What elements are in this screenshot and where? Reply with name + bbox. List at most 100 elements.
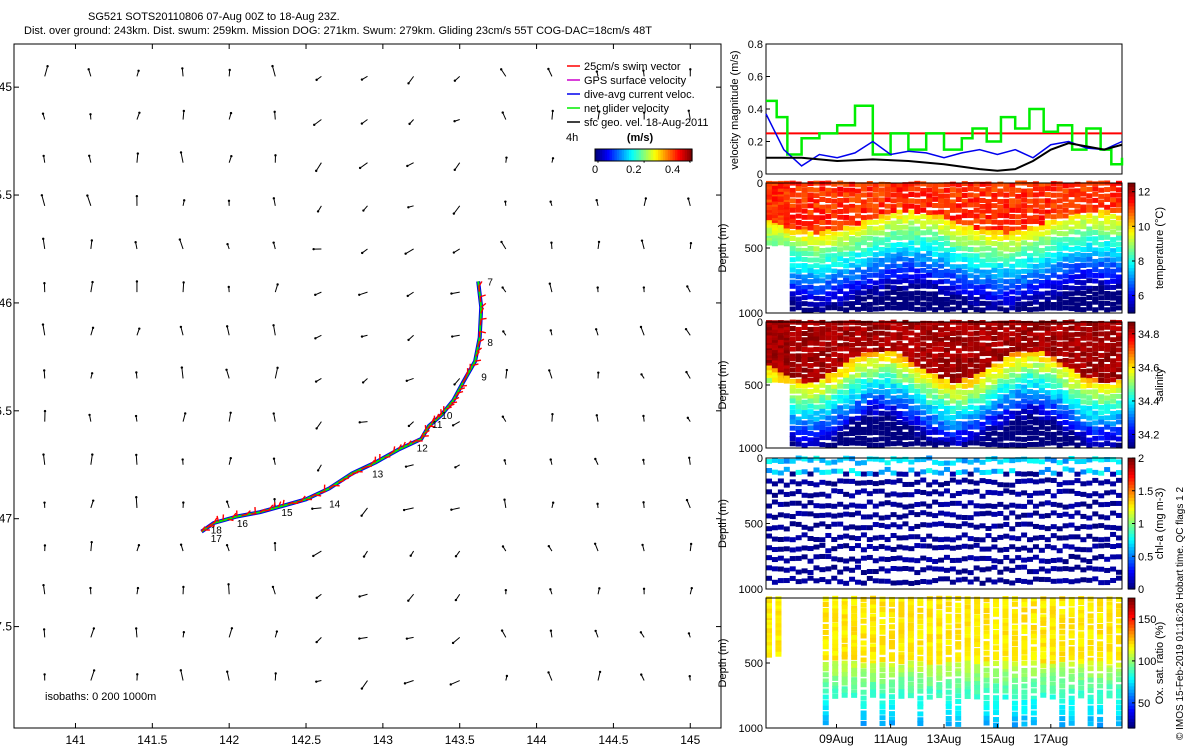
section-datapoint: [932, 196, 939, 202]
section-datapoint: [896, 398, 903, 404]
section-datapoint: [1104, 272, 1111, 278]
section-datapoint: [849, 326, 856, 332]
section-datapoint: [879, 689, 886, 695]
section-datapoint: [991, 490, 998, 496]
section-datapoint: [1074, 237, 1081, 243]
section-datapoint: [1003, 405, 1010, 411]
section-datapoint: [1009, 526, 1016, 532]
section-datapoint: [841, 668, 848, 674]
section-datapoint: [967, 471, 974, 477]
section-datapoint: [872, 182, 879, 188]
sfc-velocity-vector: [180, 326, 184, 336]
section-datapoint: [795, 213, 802, 219]
section-datapoint: [801, 393, 808, 399]
section-datapoint: [967, 382, 974, 388]
track-day-label: 11: [432, 420, 443, 431]
section-datapoint: [926, 373, 933, 379]
section-datapoint: [1080, 557, 1087, 563]
section-datapoint: [926, 283, 933, 289]
section-datapoint: [943, 415, 950, 421]
section-datapoint: [849, 275, 856, 281]
section-datapoint: [932, 368, 939, 374]
section-datapoint: [902, 242, 909, 248]
section-datapoint: [973, 467, 980, 473]
section-datapoint: [973, 230, 980, 236]
sfc-velocity-head: [135, 194, 139, 198]
section-datapoint: [902, 250, 909, 256]
legend-entry: dive-avg current veloc.: [584, 89, 695, 101]
section-datapoint: [849, 332, 856, 338]
section-datapoint: [807, 257, 814, 263]
section-datapoint: [878, 469, 885, 475]
section-datapoint: [1098, 502, 1105, 508]
section-datapoint: [907, 681, 914, 687]
section-datapoint: [964, 664, 971, 670]
section-datapoint: [1032, 235, 1039, 241]
section-datapoint: [1098, 372, 1105, 378]
map-ytick-label: -47.5: [0, 620, 12, 634]
section-datapoint: [991, 511, 998, 517]
section-datapoint: [907, 638, 914, 644]
sfc-velocity-head: [227, 199, 231, 203]
section-datapoint: [1021, 456, 1028, 462]
section-datapoint: [932, 442, 939, 448]
isobaths-label: isobaths: 0 200 1000m: [45, 691, 156, 703]
section-datapoint: [777, 329, 784, 335]
section-datapoint: [854, 182, 861, 188]
sfc-velocity-vector: [43, 585, 46, 595]
section-datapoint: [860, 251, 867, 257]
section-datapoint: [849, 294, 856, 300]
section-datapoint: [819, 394, 826, 400]
section-datapoint: [926, 686, 933, 692]
section-datapoint: [983, 641, 990, 647]
section-datapoint: [902, 504, 909, 510]
section-datapoint: [993, 695, 1000, 701]
section-datapoint: [849, 426, 856, 432]
colorbar-segment: [1128, 183, 1135, 187]
section-datapoint: [766, 526, 772, 532]
section-datapoint: [955, 641, 962, 647]
section-datapoint: [783, 224, 790, 230]
section-datapoint: [920, 368, 927, 374]
velocity-series-line: [765, 113, 1123, 167]
section-datapoint: [938, 241, 945, 247]
section-datapoint: [1003, 246, 1010, 252]
section-datapoint: [890, 347, 897, 353]
section-datapoint: [991, 523, 998, 529]
section-datapoint: [870, 692, 877, 698]
section-datapoint: [1056, 351, 1063, 357]
section-datapoint: [878, 246, 885, 252]
section-datapoint: [961, 269, 968, 275]
section-datapoint: [1116, 279, 1122, 285]
section-datapoint: [1110, 442, 1117, 448]
section-datapoint: [777, 324, 784, 330]
section-datapoint: [991, 295, 998, 301]
section-datapoint: [985, 252, 992, 258]
section-datapoint: [1080, 436, 1087, 442]
section-datapoint: [783, 567, 790, 573]
section-datapoint: [902, 186, 909, 192]
section-datapoint: [766, 635, 772, 641]
section-datapoint: [974, 664, 981, 670]
section-datapoint: [943, 240, 950, 246]
section-datapoint: [926, 250, 933, 256]
section-datapoint: [1092, 499, 1099, 505]
map-xtick-label: 145: [680, 733, 700, 747]
section-datapoint: [789, 514, 796, 520]
section-datapoint: [1044, 230, 1051, 236]
section-datapoint: [943, 268, 950, 274]
sfc-velocity-head: [276, 283, 279, 286]
section-datapoint: [1056, 557, 1063, 563]
section-datapoint: [1044, 198, 1051, 204]
section-datapoint: [938, 188, 945, 194]
section-datapoint: [801, 511, 808, 517]
section-datapoint: [943, 511, 950, 517]
section-datapoint: [1086, 256, 1093, 262]
section-datapoint: [1050, 440, 1057, 446]
section-datapoint: [888, 699, 895, 705]
section-datapoint: [1027, 352, 1034, 358]
section-datapoint: [1015, 555, 1022, 561]
section-datapoint: [1098, 225, 1105, 231]
section-datapoint: [1015, 269, 1022, 275]
section-datapoint: [866, 235, 873, 241]
